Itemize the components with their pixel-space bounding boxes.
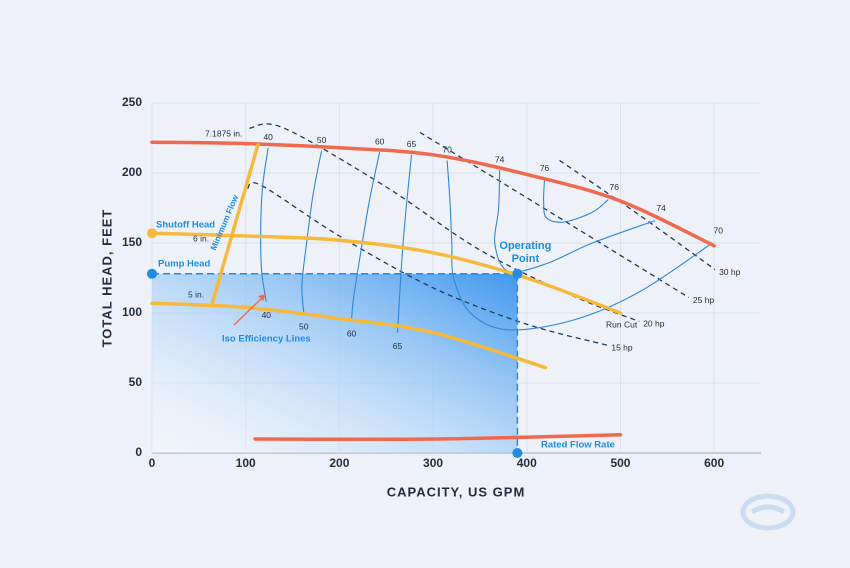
hp-line bbox=[419, 131, 690, 299]
hp-label: 30 hp bbox=[719, 267, 741, 277]
efficiency-label: 60 bbox=[347, 328, 357, 338]
efficiency-label: 74 bbox=[656, 203, 666, 213]
y-tick-label: 200 bbox=[122, 165, 142, 179]
efficiency-line bbox=[446, 160, 713, 331]
series-label: Rated Flow Rate bbox=[541, 440, 615, 451]
x-tick-label: 300 bbox=[423, 456, 443, 470]
shutoff-point bbox=[147, 228, 157, 239]
hp-label: 25 hp bbox=[693, 295, 715, 305]
series-label: 5 in. bbox=[188, 289, 204, 299]
hp-label: 15 hp bbox=[611, 342, 633, 352]
efficiency-line bbox=[396, 154, 413, 333]
hp-line bbox=[247, 181, 608, 346]
pump-curve bbox=[150, 231, 623, 315]
y-tick-label: 150 bbox=[122, 235, 142, 249]
x-tick-label: 0 bbox=[149, 456, 156, 470]
efficiency-label: 74 bbox=[495, 154, 505, 164]
operating-point bbox=[512, 268, 523, 279]
y-axis-title: TOTAL HEAD, FEET bbox=[99, 209, 114, 348]
efficiency-label: 50 bbox=[317, 135, 327, 145]
pump-head-point bbox=[147, 268, 157, 279]
y-tick-label: 0 bbox=[135, 445, 142, 459]
x-tick-label: 400 bbox=[517, 456, 537, 470]
annotation-arrowhead bbox=[258, 294, 266, 301]
operating-point-text: Operating Point bbox=[499, 239, 552, 265]
efficiency-label: 65 bbox=[393, 341, 403, 351]
rated-flow-point bbox=[512, 448, 523, 458]
logo bbox=[740, 493, 796, 531]
efficiency-line bbox=[543, 178, 609, 223]
pump-curve bbox=[210, 143, 260, 307]
pump-curve bbox=[150, 301, 548, 370]
efficiency-label: 40 bbox=[263, 132, 273, 142]
pump-curve bbox=[150, 140, 716, 248]
y-tick-label: 100 bbox=[122, 305, 142, 319]
annotation-arrow bbox=[233, 295, 265, 326]
efficiency-line bbox=[351, 151, 381, 321]
pump-curve bbox=[253, 433, 623, 442]
x-tick-label: 200 bbox=[329, 456, 349, 470]
annotation: Iso Efficiency Lines bbox=[222, 334, 311, 345]
run-cut-label: Run Cut bbox=[606, 319, 638, 329]
operating-region bbox=[152, 273, 518, 453]
hp-label: 20 hp bbox=[643, 319, 665, 329]
efficiency-label: 76 bbox=[610, 182, 620, 192]
efficiency-label: 40 bbox=[262, 310, 272, 320]
efficiency-label: 50 bbox=[299, 321, 309, 331]
x-axis-title: CAPACITY, US GPM bbox=[387, 484, 526, 499]
annotation: Pump Head bbox=[158, 259, 210, 270]
series-label: 6 in. bbox=[193, 233, 209, 243]
efficiency-label: 70 bbox=[714, 225, 724, 235]
y-tick-label: 50 bbox=[129, 375, 143, 389]
efficiency-label: 60 bbox=[375, 136, 385, 146]
series-label: 7.1875 in. bbox=[205, 128, 242, 138]
annotation: Shutoff Head bbox=[156, 220, 215, 231]
efficiency-label: 76 bbox=[540, 163, 550, 173]
x-tick-label: 100 bbox=[236, 456, 256, 470]
efficiency-line bbox=[301, 150, 323, 314]
hp-line bbox=[559, 159, 716, 271]
x-tick-label: 500 bbox=[610, 456, 630, 470]
efficiency-label: 65 bbox=[407, 139, 417, 149]
y-tick-label: 250 bbox=[122, 95, 142, 109]
efficiency-line bbox=[260, 147, 269, 302]
x-tick-label: 600 bbox=[704, 456, 724, 470]
efficiency-label: 70 bbox=[442, 145, 452, 155]
operating-point-label: Operating Point bbox=[499, 239, 552, 265]
